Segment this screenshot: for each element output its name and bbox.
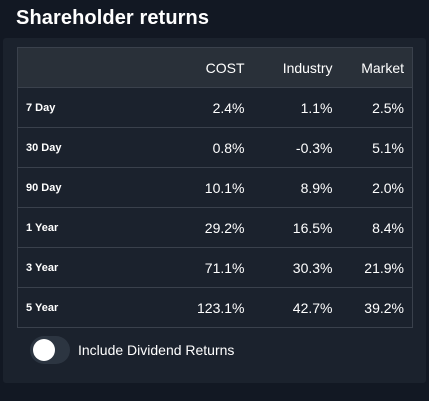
- period-label: 1 Year: [17, 207, 143, 248]
- toggle-knob: [33, 339, 55, 361]
- table-row: 30 Day 0.8% -0.3% 5.1%: [17, 127, 413, 168]
- include-dividend-toggle[interactable]: [30, 336, 70, 364]
- header-period: [17, 47, 143, 88]
- table-row: 1 Year 29.2% 16.5% 8.4%: [17, 207, 413, 248]
- dividend-toggle-row: Include Dividend Returns: [30, 335, 234, 365]
- market-value: 8.4%: [340, 207, 413, 248]
- period-label: 7 Day: [17, 87, 143, 128]
- table-row: 90 Day 10.1% 8.9% 2.0%: [17, 167, 413, 208]
- table-row: 7 Day 2.4% 1.1% 2.5%: [17, 87, 413, 128]
- period-label: 30 Day: [17, 127, 143, 168]
- cost-value: 71.1%: [142, 247, 253, 288]
- table-row: 5 Year 123.1% 42.7% 39.2%: [17, 287, 413, 328]
- industry-value: 16.5%: [252, 207, 341, 248]
- market-value: 39.2%: [340, 287, 413, 328]
- industry-value: -0.3%: [252, 127, 341, 168]
- period-label: 3 Year: [17, 247, 143, 288]
- market-value: 5.1%: [340, 127, 413, 168]
- industry-value: 42.7%: [252, 287, 341, 328]
- period-label: 5 Year: [17, 287, 143, 328]
- table-header-row: COST Industry Market: [17, 47, 413, 88]
- market-value: 21.9%: [340, 247, 413, 288]
- cost-value: 2.4%: [142, 87, 253, 128]
- industry-value: 8.9%: [252, 167, 341, 208]
- header-cost: COST: [142, 47, 253, 88]
- returns-table: COST Industry Market 7 Day 2.4% 1.1% 2.5…: [17, 47, 413, 328]
- table-row: 3 Year 71.1% 30.3% 21.9%: [17, 247, 413, 288]
- industry-value: 1.1%: [252, 87, 341, 128]
- industry-value: 30.3%: [252, 247, 341, 288]
- market-value: 2.0%: [340, 167, 413, 208]
- header-market: Market: [340, 47, 413, 88]
- cost-value: 123.1%: [142, 287, 253, 328]
- section-title: Shareholder returns: [16, 7, 210, 29]
- cost-value: 0.8%: [142, 127, 253, 168]
- cost-value: 29.2%: [142, 207, 253, 248]
- cost-value: 10.1%: [142, 167, 253, 208]
- period-label: 90 Day: [17, 167, 143, 208]
- toggle-label[interactable]: Include Dividend Returns: [78, 342, 235, 358]
- market-value: 2.5%: [340, 87, 413, 128]
- header-industry: Industry: [252, 47, 341, 88]
- returns-card: COST Industry Market 7 Day 2.4% 1.1% 2.5…: [3, 38, 426, 383]
